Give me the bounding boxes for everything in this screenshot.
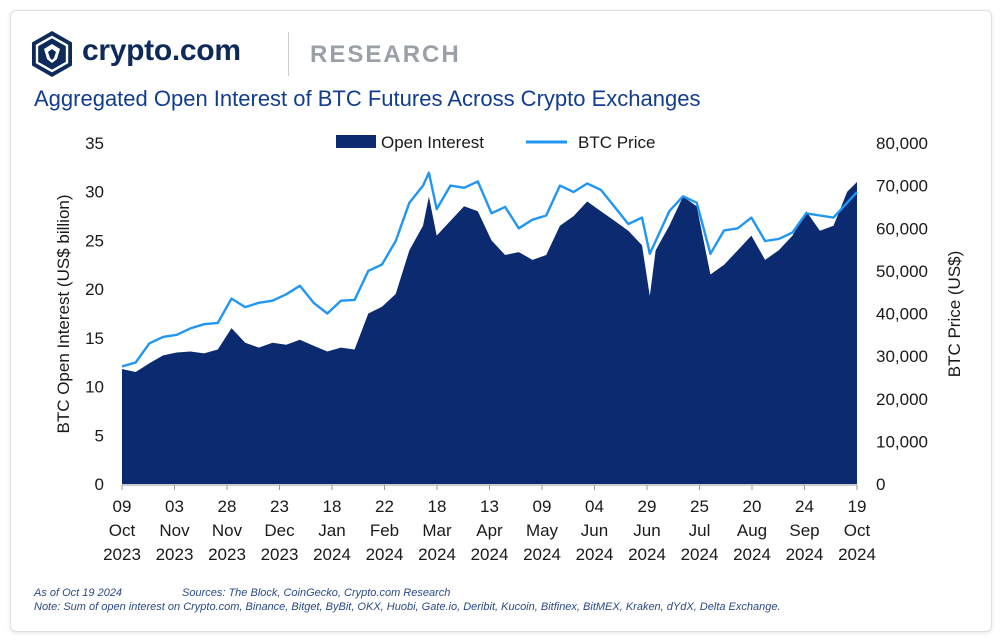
btc-price-line bbox=[121, 171, 858, 368]
x-tick-month: Aug bbox=[737, 521, 767, 540]
x-tick-day: 24 bbox=[795, 497, 814, 516]
x-tick-year: 2024 bbox=[418, 545, 456, 564]
legend-label-btc-price: BTC Price bbox=[578, 133, 655, 152]
y-left-tick-label: 10 bbox=[85, 378, 104, 397]
y-right-tick-label: 60,000 bbox=[876, 219, 928, 238]
x-tick-year: 2023 bbox=[103, 545, 141, 564]
x-tick-day: 19 bbox=[848, 497, 867, 516]
x-tick-day: 25 bbox=[690, 497, 709, 516]
crypto-com-logo-icon bbox=[32, 31, 72, 77]
y-right-tick-label: 30,000 bbox=[876, 347, 928, 366]
x-tick-month: Dec bbox=[264, 521, 295, 540]
x-tick-month: Apr bbox=[476, 521, 503, 540]
y-left-tick-label: 20 bbox=[85, 280, 104, 299]
x-tick-year: 2024 bbox=[838, 545, 876, 564]
y-left-axis-title: BTC Open Interest (US$ billion) bbox=[54, 194, 73, 433]
y-left-tick-label: 25 bbox=[85, 231, 104, 250]
x-tick-year: 2024 bbox=[523, 545, 561, 564]
legend-swatch-open-interest bbox=[336, 135, 376, 148]
x-tick-month: May bbox=[526, 521, 559, 540]
x-tick-day: 04 bbox=[585, 497, 604, 516]
y-left-tick-label: 5 bbox=[95, 426, 104, 445]
x-tick-year: 2024 bbox=[681, 545, 719, 564]
x-tick-day: 22 bbox=[375, 497, 394, 516]
x-tick-day: 20 bbox=[743, 497, 762, 516]
x-tick-month: Jun bbox=[581, 521, 608, 540]
y-left-tick-label: 35 bbox=[85, 134, 104, 153]
as-of-date: As of Oct 19 2024 bbox=[34, 587, 123, 599]
x-tick-year: 2023 bbox=[208, 545, 246, 564]
x-tick-day: 18 bbox=[428, 497, 447, 516]
x-tick-year: 2024 bbox=[471, 545, 509, 564]
x-tick-month: Jul bbox=[689, 521, 711, 540]
x-tick-year: 2024 bbox=[733, 545, 771, 564]
x-tick-year: 2024 bbox=[786, 545, 824, 564]
y-right-tick-label: 0 bbox=[876, 475, 885, 494]
x-tick-month: Nov bbox=[212, 521, 243, 540]
x-tick-year: 2024 bbox=[366, 545, 404, 564]
x-tick-day: 29 bbox=[638, 497, 657, 516]
x-tick-day: 09 bbox=[113, 497, 132, 516]
x-tick-month: Mar bbox=[422, 521, 452, 540]
x-tick-month: Jan bbox=[318, 521, 345, 540]
y-right-tick-label: 50,000 bbox=[876, 262, 928, 281]
x-tick-month: Sep bbox=[789, 521, 819, 540]
x-tick-year: 2024 bbox=[313, 545, 351, 564]
x-tick-month: Feb bbox=[370, 521, 399, 540]
y-right-axis-title: BTC Price (US$) bbox=[945, 251, 964, 378]
brand-name: crypto.com bbox=[82, 34, 241, 67]
y-right-tick-label: 20,000 bbox=[876, 390, 928, 409]
header-divider bbox=[288, 32, 289, 76]
y-left-tick-label: 30 bbox=[85, 183, 104, 202]
footer-line-1: As of Oct 19 2024 Sources: The Block, Co… bbox=[34, 587, 450, 599]
y-left-tick-label: 0 bbox=[95, 475, 104, 494]
x-tick-day: 03 bbox=[165, 497, 184, 516]
y-right-tick-label: 80,000 bbox=[876, 134, 928, 153]
x-tick-month: Oct bbox=[844, 521, 871, 540]
x-tick-year: 2023 bbox=[156, 545, 194, 564]
x-tick-month: Nov bbox=[159, 521, 190, 540]
x-tick-month: Jun bbox=[633, 521, 660, 540]
chart-title: Aggregated Open Interest of BTC Futures … bbox=[34, 86, 701, 111]
brand-section: RESEARCH bbox=[310, 41, 461, 68]
open-interest-area bbox=[122, 182, 857, 484]
x-tick-year: 2024 bbox=[576, 545, 614, 564]
legend-label-open-interest: Open Interest bbox=[381, 133, 484, 152]
y-left-tick-label: 15 bbox=[85, 329, 104, 348]
x-tick-year: 2024 bbox=[628, 545, 666, 564]
sources: Sources: The Block, CoinGecko, Crypto.co… bbox=[182, 587, 451, 599]
x-tick-day: 23 bbox=[270, 497, 289, 516]
y-right-tick-label: 40,000 bbox=[876, 305, 928, 324]
header: crypto.com RESEARCH bbox=[30, 30, 490, 80]
x-tick-month: Oct bbox=[109, 521, 136, 540]
footer-note: Note: Sum of open interest on Crypto.com… bbox=[34, 601, 781, 613]
x-tick-day: 13 bbox=[480, 497, 499, 516]
x-tick-day: 18 bbox=[323, 497, 342, 516]
x-tick-day: 09 bbox=[533, 497, 552, 516]
x-tick-year: 2023 bbox=[261, 545, 299, 564]
x-tick-day: 28 bbox=[218, 497, 237, 516]
y-right-tick-label: 70,000 bbox=[876, 177, 928, 196]
y-right-tick-label: 10,000 bbox=[876, 432, 928, 451]
